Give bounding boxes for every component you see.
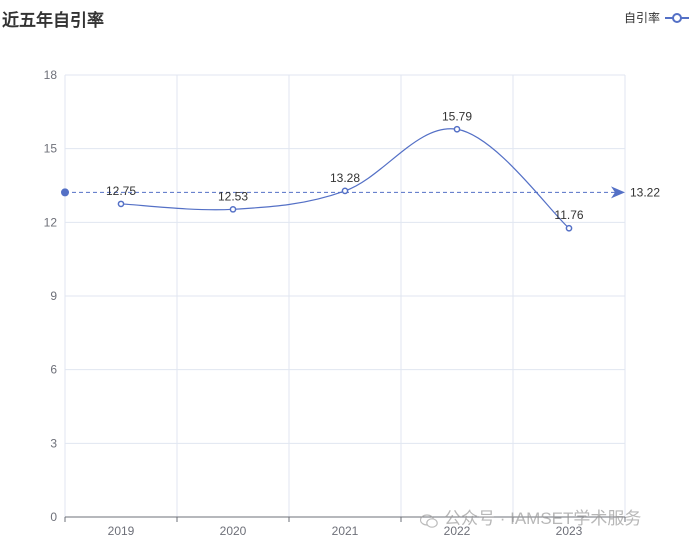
data-label: 13.28 <box>330 171 360 185</box>
x-tick-label: 2021 <box>332 524 359 538</box>
x-tick-label: 2022 <box>444 524 471 538</box>
watermark: 公众号 · IAMSET学术服务 <box>419 504 642 529</box>
data-label: 15.79 <box>442 109 472 123</box>
x-tick-label: 2019 <box>108 524 135 538</box>
series-line <box>120 128 570 229</box>
y-tick-label: 9 <box>50 289 57 303</box>
legend[interactable]: 自引率 <box>624 9 690 26</box>
data-point <box>229 205 237 213</box>
y-tick-label: 3 <box>50 436 57 450</box>
x-tick-label: 2020 <box>220 524 247 538</box>
mark-line-label: 13.22 <box>630 185 660 199</box>
y-tick-label: 18 <box>44 68 58 82</box>
wechat-icon <box>419 513 438 528</box>
data-label: 12.53 <box>218 189 248 203</box>
data-point <box>341 187 349 195</box>
data-label: 11.76 <box>554 208 583 222</box>
legend-label: 自引率 <box>623 11 660 25</box>
data-point <box>117 200 125 208</box>
y-tick-label: 0 <box>50 510 57 524</box>
mark-line-start-point <box>61 188 69 197</box>
legend-line-icon <box>665 12 689 23</box>
mark-line-arrow <box>611 186 625 199</box>
chart-title: 近五年自引率 <box>2 11 104 30</box>
y-tick-label: 6 <box>50 363 57 377</box>
watermark-text: 公众号 · IAMSET学术服务 <box>444 509 642 528</box>
y-tick-label: 15 <box>44 142 58 156</box>
data-label: 12.75 <box>106 184 136 198</box>
x-tick-label: 2023 <box>556 524 583 538</box>
y-tick-label: 12 <box>44 215 58 229</box>
data-point <box>453 125 461 133</box>
data-point <box>565 224 573 232</box>
